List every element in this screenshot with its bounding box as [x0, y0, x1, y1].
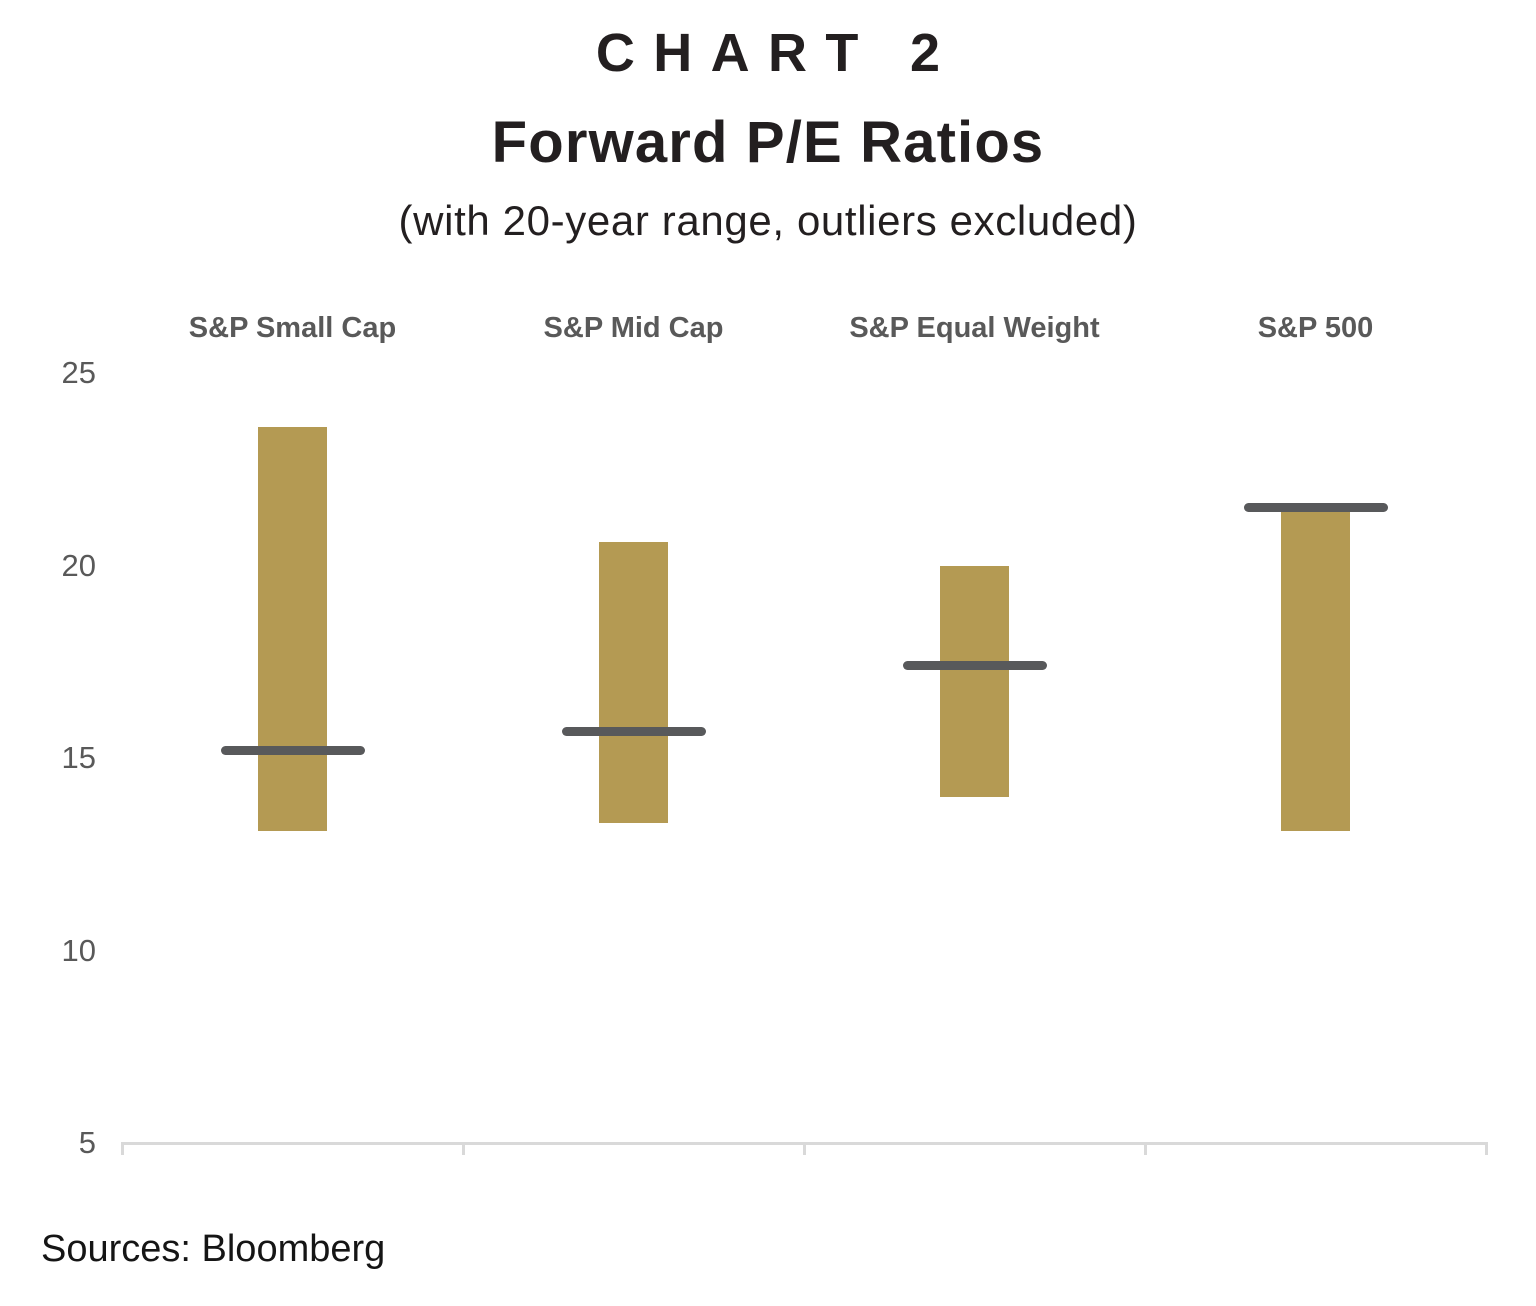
range-bar — [940, 565, 1009, 797]
y-tick-label: 20 — [61, 547, 96, 583]
y-tick-label: 25 — [61, 355, 96, 390]
x-axis-tick — [462, 1142, 465, 1155]
chart-kicker: CHART 2 — [595, 23, 959, 83]
category-label: S&P Equal Weight — [849, 312, 1100, 344]
x-axis-tick — [1144, 1142, 1147, 1155]
y-tick-label: 5 — [78, 1125, 96, 1160]
y-tick-label: 10 — [61, 932, 96, 968]
y-tick-label: 15 — [61, 740, 96, 775]
category-label: S&P Small Cap — [188, 312, 397, 344]
x-axis-tick — [1485, 1142, 1488, 1155]
chart-subtitle: (with 20-year range, outliers excluded) — [398, 197, 1138, 244]
x-axis-tick — [803, 1142, 806, 1155]
current-value-marker — [1243, 503, 1388, 513]
range-bar — [258, 426, 327, 832]
title-block: CHART 2 Forward P/E Ratios (with 20-year… — [0, 26, 1536, 242]
range-bar — [599, 542, 668, 824]
current-value-marker — [902, 661, 1047, 671]
x-axis-tick — [121, 1142, 124, 1155]
chart-title: Forward P/E Ratios — [491, 110, 1045, 175]
current-value-marker — [561, 726, 706, 736]
category-label: S&P 500 — [1257, 312, 1374, 344]
sources-note: Sources: Bloomberg — [41, 1228, 386, 1270]
category-label: S&P Mid Cap — [543, 312, 724, 344]
current-value-marker — [220, 745, 365, 755]
range-bar — [1281, 511, 1350, 832]
